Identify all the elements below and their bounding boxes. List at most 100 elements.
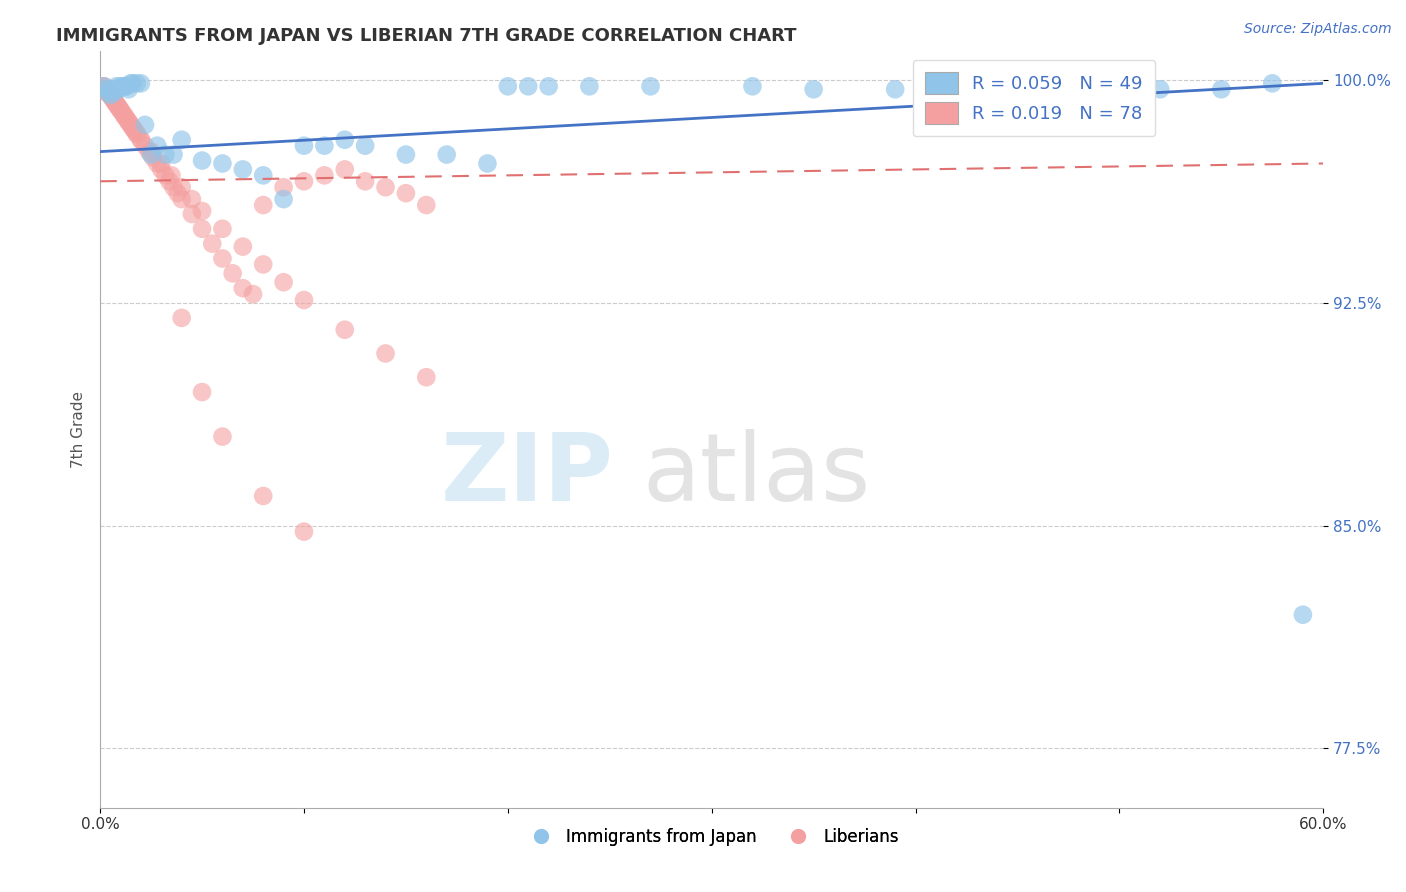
Point: [252, 169, 274, 183]
Point: [170, 133, 193, 147]
Point: [517, 79, 540, 94]
Point: [415, 198, 437, 212]
Point: [96, 82, 118, 96]
Point: [211, 156, 233, 170]
Point: [115, 112, 138, 126]
Point: [292, 524, 315, 539]
Point: [374, 180, 396, 194]
Point: [139, 145, 162, 159]
Point: [155, 169, 177, 183]
Point: [134, 138, 156, 153]
Point: [162, 147, 184, 161]
Point: [121, 120, 143, 135]
Text: atlas: atlas: [643, 428, 870, 521]
Point: [578, 79, 600, 94]
Point: [640, 79, 662, 94]
Point: [292, 293, 315, 307]
Point: [211, 221, 233, 235]
Point: [97, 85, 120, 99]
Point: [111, 79, 134, 94]
Point: [160, 169, 183, 183]
Point: [191, 204, 214, 219]
Point: [146, 156, 169, 170]
Point: [93, 79, 115, 94]
Point: [125, 127, 148, 141]
Point: [496, 79, 519, 94]
Point: [211, 252, 233, 266]
Point: [159, 174, 181, 188]
Point: [354, 174, 377, 188]
Point: [395, 186, 418, 201]
Point: [180, 192, 202, 206]
Point: [884, 82, 907, 96]
Point: [142, 151, 165, 165]
Point: [1149, 82, 1171, 96]
Point: [118, 82, 141, 96]
Point: [91, 79, 114, 94]
Point: [374, 346, 396, 360]
Y-axis label: 7th Grade: 7th Grade: [72, 391, 86, 467]
Point: [436, 147, 458, 161]
Point: [105, 97, 128, 112]
Point: [415, 370, 437, 384]
Point: [1261, 76, 1284, 90]
Point: [125, 76, 148, 90]
Point: [114, 109, 136, 123]
Point: [1088, 82, 1111, 96]
Point: [292, 174, 315, 188]
Point: [162, 180, 184, 194]
Point: [101, 91, 124, 105]
Point: [354, 138, 377, 153]
Text: ZIP: ZIP: [441, 428, 614, 521]
Point: [191, 221, 214, 235]
Point: [180, 207, 202, 221]
Point: [395, 147, 418, 161]
Point: [121, 120, 143, 135]
Point: [93, 79, 115, 94]
Point: [125, 127, 148, 141]
Point: [232, 239, 254, 253]
Text: IMMIGRANTS FROM JAPAN VS LIBERIAN 7TH GRADE CORRELATION CHART: IMMIGRANTS FROM JAPAN VS LIBERIAN 7TH GR…: [56, 27, 797, 45]
Point: [191, 153, 214, 168]
Point: [111, 106, 134, 120]
Point: [107, 82, 129, 96]
Point: [101, 82, 124, 96]
Point: [103, 94, 125, 108]
Point: [170, 192, 193, 206]
Point: [146, 138, 169, 153]
Point: [107, 100, 129, 114]
Point: [138, 145, 160, 159]
Point: [252, 489, 274, 503]
Point: [170, 310, 193, 325]
Point: [221, 266, 243, 280]
Point: [129, 133, 152, 147]
Point: [211, 429, 233, 443]
Point: [97, 85, 120, 99]
Point: [115, 79, 138, 94]
Point: [966, 76, 988, 90]
Point: [120, 76, 142, 90]
Point: [273, 180, 295, 194]
Point: [155, 147, 177, 161]
Point: [105, 97, 128, 112]
Point: [93, 82, 115, 96]
Point: [110, 79, 132, 94]
Point: [96, 85, 118, 99]
Point: [121, 76, 143, 90]
Point: [314, 138, 336, 153]
Point: [242, 287, 264, 301]
Text: Source: ZipAtlas.com: Source: ZipAtlas.com: [1244, 22, 1392, 37]
Point: [201, 236, 224, 251]
Point: [292, 138, 315, 153]
Point: [139, 147, 162, 161]
Point: [98, 88, 121, 103]
Point: [477, 156, 499, 170]
Point: [232, 281, 254, 295]
Point: [114, 79, 136, 94]
Point: [741, 79, 763, 94]
Point: [124, 124, 146, 138]
Point: [103, 94, 125, 108]
Point: [170, 180, 193, 194]
Point: [129, 76, 152, 90]
Point: [96, 82, 118, 96]
